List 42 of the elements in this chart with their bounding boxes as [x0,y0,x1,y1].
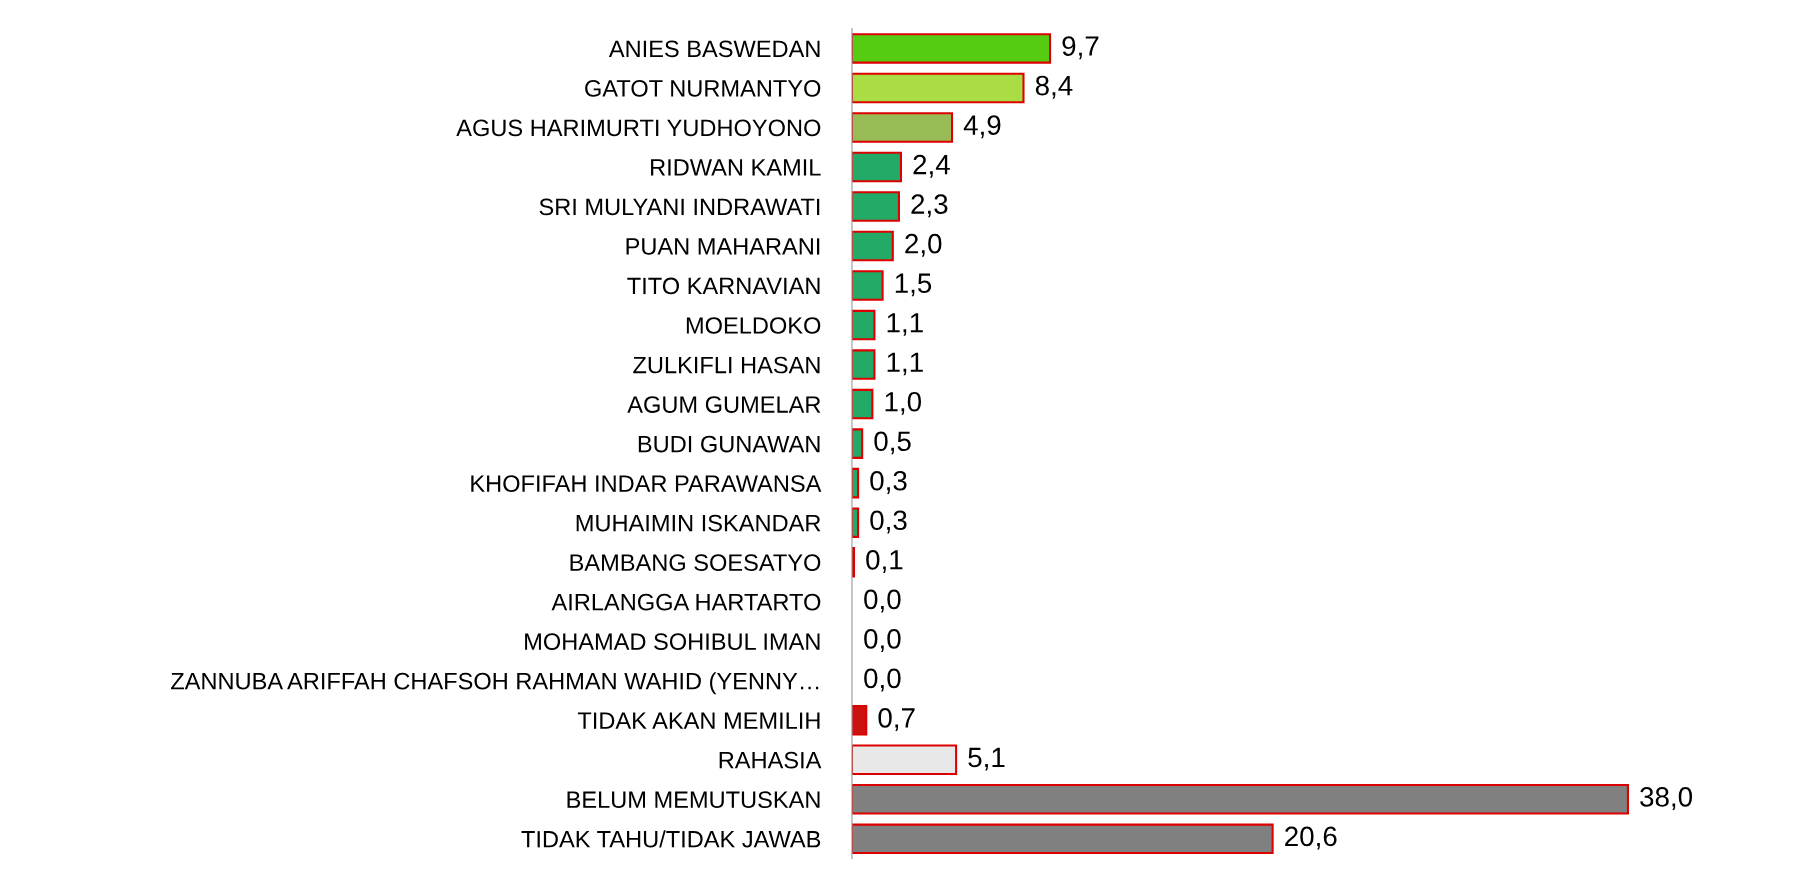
data-label: 9,7 [1062,36,1099,60]
y-tick-label: MOHAMAD SOHIBUL IMAN [525,633,820,651]
y-tick-label: ZULKIFLI HASAN [633,356,820,374]
data-label: 8,4 [1035,75,1073,99]
y-tick-label: BUDI GUNAWAN [638,435,820,453]
data-label: 38,0 [1640,787,1693,811]
y-tick-label: PUAN MAHARANI [626,238,820,255]
data-label: 1,1 [887,313,923,336]
y-tick-label: BELUM MEMUTUSKAN [567,791,820,809]
data-label: 20,6 [1285,826,1337,850]
data-label: 0,7 [878,708,915,731]
y-tick-label: TITO KARNAVIAN [627,277,820,295]
data-label: 2,4 [913,154,950,178]
y-tick-label: MOELDOKO [686,317,821,334]
y-tick-label: KHOFIFAH INDAR PARAWANSA [471,475,822,492]
data-label: 0,5 [874,431,911,455]
data-label: 0,0 [864,629,901,652]
data-label: 1,5 [895,273,932,297]
data-label: 2,3 [911,194,948,218]
y-tick-label: AIRLANGGA HARTARTO [551,593,821,611]
y-tick-label: BAMBANG SOESATYO [570,554,821,571]
y-tick-label: RAHASIA [719,751,822,769]
data-label: 0,3 [870,510,907,534]
y-tick-label: TIDAK AKAN MEMILIH [577,712,820,729]
data-label: 1,0 [885,391,922,415]
y-tick-label: SRI MULYANI INDRAWATI [539,198,820,216]
data-label: 0,1 [866,549,903,573]
y-tick-label: ANIES BASWEDAN [608,40,820,58]
data-label: 2,0 [905,233,942,257]
y-tick-label: MUHAIMIN ISKANDAR [576,514,821,532]
data-label: 0,0 [864,668,901,692]
data-label: 0,0 [864,589,901,613]
y-tick-label: GATOT NURMANTYO [585,80,821,97]
y-tick-label: RIDWAN KAMIL [651,159,821,176]
y-tick-label: AGUM GUMELAR [627,396,821,413]
data-label: 4,9 [963,115,1001,139]
y-tick-label: AGUS HARIMURTI YUDHOYONO [456,119,821,137]
y-tick-label: TIDAK TAHU/TIDAK JAWAB [521,830,821,848]
data-label: 5,1 [968,747,1005,771]
data-label: 0,3 [870,470,907,494]
data-label: 1,1 [887,352,923,376]
y-tick-label: ZANNUBA ARIFFAH CHAFSOH RAHMAN WAHID (YENNY… [171,672,819,695]
